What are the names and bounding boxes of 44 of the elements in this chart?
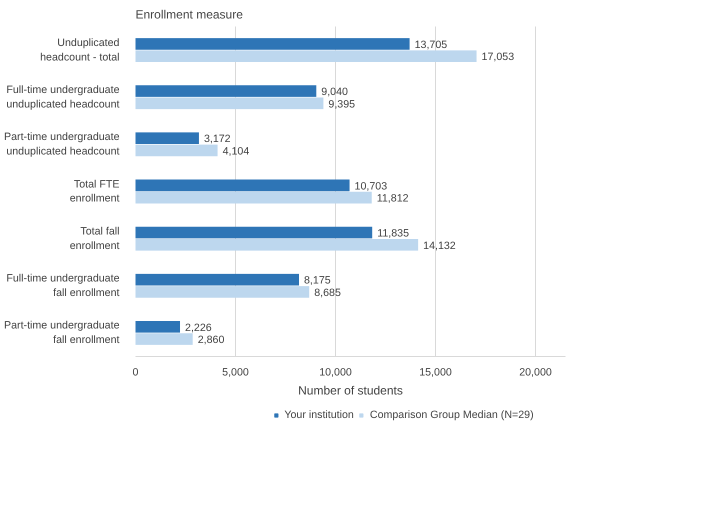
bar [136,144,218,156]
legend-label: Comparison Group Median (N=29) [370,409,534,421]
data-label: 14,132 [423,240,456,252]
data-label: 2,860 [198,334,224,346]
data-label: 13,705 [414,38,448,51]
data-label: 3,172 [204,133,231,146]
data-label: 17,053 [482,51,514,64]
data-label: 10,703 [354,180,388,192]
data-label: 11,812 [376,192,409,205]
data-label: 8,685 [314,286,341,299]
y-tick-label: Total fall enrollment [70,225,120,252]
bar [136,238,418,251]
y-tick-label: Full-time undergraduate fall enrollment [6,272,120,299]
bar [136,38,410,50]
x-tick-label: 5,000 [222,366,249,378]
y-tick-label: Unduplicated headcount - total [40,36,120,64]
data-label: 9,395 [328,98,356,110]
bar [136,226,372,238]
bar [136,286,310,298]
data-label: 9,040 [321,86,348,98]
legend-label: Your institution [284,409,354,421]
y-tick-label: Full-time undergraduate unduplicated headcount [6,84,120,110]
data-label: 11,835 [377,228,410,240]
x-tick-label: 15,000 [419,366,452,378]
bar [136,98,324,110]
x-tick-label: 0 [132,366,139,378]
x-tick-label: 10,000 [319,366,352,378]
bar [136,132,199,144]
bar [136,192,372,204]
bar [136,274,299,286]
y-tick-label: Part-time undergraduate unduplicated headcount [4,131,120,158]
bar [136,180,350,192]
y-tick-label: Total FTE enrollment [70,178,120,205]
bar [136,85,316,97]
data-label: 4,104 [222,145,250,158]
data-label: 2,226 [185,322,212,334]
bar [136,320,180,333]
data-label: 8,175 [304,274,331,287]
bar [136,333,193,345]
y-tick-label: Part-time undergraduate fall enrollment [4,320,120,346]
y-axis-title: Enrollment measure [136,8,244,22]
x-tick-label: 20,000 [519,366,552,378]
bar [136,50,477,62]
x-axis-title: Number of students [298,384,403,398]
